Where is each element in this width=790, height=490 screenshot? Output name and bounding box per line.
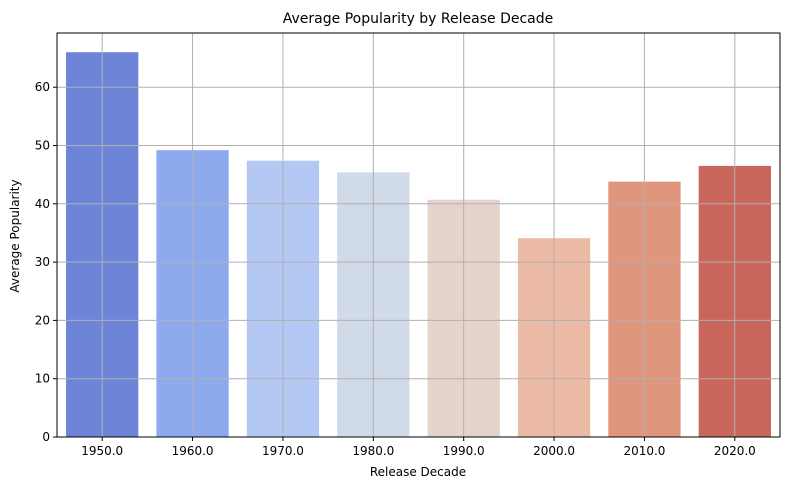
bars: [66, 52, 771, 437]
x-axis: 1950.0 1960.0 1970.0 1980.0 1990.0 2000.0 2010…: [81, 437, 756, 458]
chart-title: Average Popularity by Release Decade: [283, 11, 554, 27]
x-tick-label: 1990.0: [443, 444, 485, 458]
y-tick-label: 0: [42, 430, 50, 444]
x-tick-label: 2010.0: [623, 444, 665, 458]
x-tick-label: 1970.0: [262, 444, 304, 458]
y-tick-label: 30: [35, 255, 50, 269]
x-axis-label: Release Decade: [370, 465, 466, 479]
y-axis: 0 10 20 30 40 50 60: [35, 80, 57, 444]
y-tick-label: 10: [35, 372, 50, 386]
x-tick-label: 1980.0: [352, 444, 394, 458]
x-tick-label: 2000.0: [533, 444, 575, 458]
y-tick-label: 40: [35, 197, 50, 211]
x-tick-label: 1950.0: [81, 444, 123, 458]
y-axis-label: Average Popularity: [8, 179, 22, 292]
y-tick-label: 60: [35, 80, 50, 94]
y-tick-label: 50: [35, 139, 50, 153]
x-tick-label: 1960.0: [172, 444, 214, 458]
plot-frame: [56, 32, 781, 438]
y-tick-label: 20: [35, 313, 50, 327]
x-tick-label: 2020.0: [714, 444, 756, 458]
